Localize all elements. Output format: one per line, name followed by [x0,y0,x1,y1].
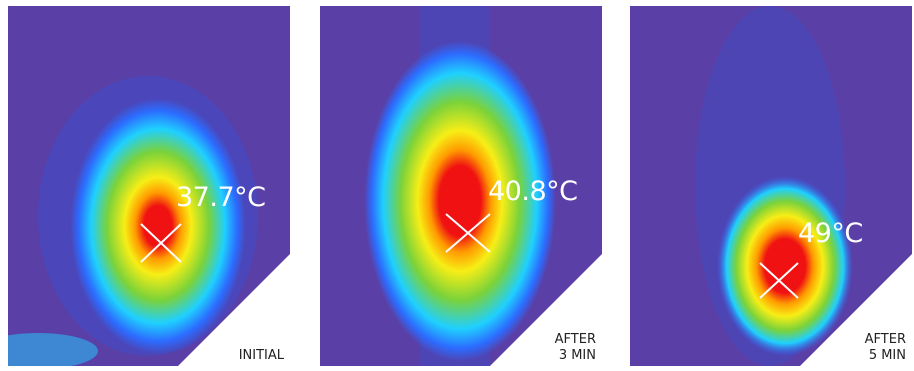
thermal-panel-after-5-min: 49°C AFTER 5 MIN [630,6,912,366]
caption: AFTER 5 MIN [864,332,906,363]
caption: INITIAL [238,348,284,363]
crosshair-marker [445,213,491,253]
thermal-panel-initial: 37.7°C INITIAL [8,6,290,366]
temperature-label: 40.8°C [488,176,578,207]
caption: AFTER 3 MIN [554,332,596,363]
crosshair-marker [759,262,799,299]
temperature-label: 49°C [798,218,863,249]
temperature-label: 37.7°C [176,182,266,213]
thermal-image-initial [8,6,290,366]
thermal-image-after-3-min [320,6,602,366]
thermal-image-after-5-min [630,6,912,366]
crosshair-marker [140,223,182,263]
thermal-panel-after-3-min: 40.8°C AFTER 3 MIN [320,6,602,366]
